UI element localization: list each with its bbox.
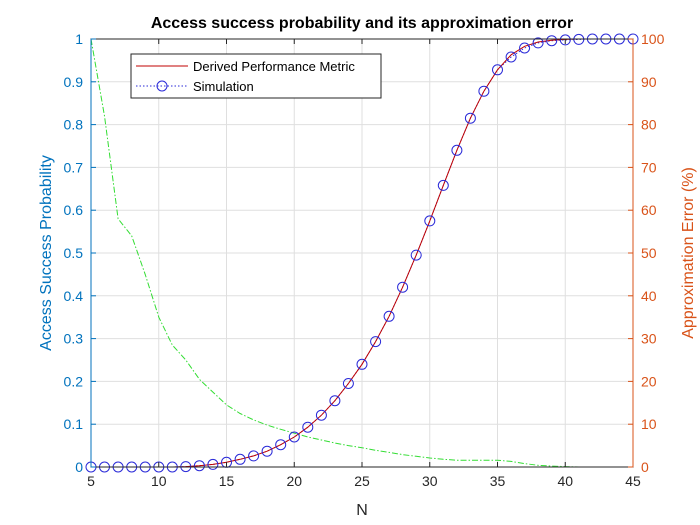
x-axis-label: N <box>356 502 368 519</box>
simulation-point <box>261 445 273 457</box>
simulation-point <box>559 34 571 46</box>
simulation-point <box>383 310 395 322</box>
axes: 5 10 15 20 25 30 35 40 4500.10.20.30.40.50.60.70… <box>64 31 665 489</box>
simulation-point <box>302 421 314 433</box>
y-right-tick-label: 20 <box>641 373 657 389</box>
simulation-point <box>315 409 327 421</box>
x-tick-label: 40 <box>557 473 573 489</box>
y-right-tick-label: 70 <box>641 159 657 175</box>
simulation-point <box>207 458 219 470</box>
x-tick-label: 10 <box>151 473 167 489</box>
simulation-point <box>288 431 300 443</box>
legend-simulation-label: Simulation <box>193 79 254 94</box>
y-left-tick-label: 0.3 <box>64 331 84 347</box>
simulation-point <box>248 450 260 462</box>
x-tick-label: 20 <box>286 473 302 489</box>
y-right-tick-label: 90 <box>641 74 657 90</box>
simulation-point <box>397 281 409 293</box>
simulation-point <box>437 179 449 191</box>
simulation-point <box>234 453 246 465</box>
simulation-point <box>275 439 287 451</box>
y-right-tick-label: 100 <box>641 31 665 47</box>
x-tick-label: 15 <box>219 473 235 489</box>
y-left-tick-label: 0.2 <box>64 373 84 389</box>
y-left-tick-label: 0.8 <box>64 117 84 133</box>
simulation-point <box>329 395 341 407</box>
simulation-point <box>193 460 205 472</box>
y-left-tick-label: 0.4 <box>64 288 84 304</box>
y-left-tick-label: 1 <box>75 31 83 47</box>
y-right-tick-label: 60 <box>641 202 657 218</box>
legend-box <box>130 53 382 99</box>
y-right-tick-label: 30 <box>641 331 657 347</box>
simulation-point <box>356 358 368 370</box>
y-left-tick-label: 0.6 <box>64 202 84 218</box>
y-left-tick-label: 0.5 <box>64 245 84 261</box>
x-tick-label: 30 <box>422 473 438 489</box>
y-right-tick-label: 50 <box>641 245 657 261</box>
y-left-tick-label: 0.1 <box>64 416 84 432</box>
x-tick-label: 35 <box>490 473 506 489</box>
y-axis-label-left: Access Success Probability <box>38 155 55 351</box>
legend-derived-label: Derived Performance Metric <box>193 59 355 74</box>
x-tick-label: 5 <box>87 473 95 489</box>
y-right-tick-label: 40 <box>641 288 657 304</box>
simulation-point <box>519 42 531 54</box>
simulation-point <box>424 215 436 227</box>
y-right-tick-label: 10 <box>641 416 657 432</box>
legend: Derived Performance Metric Simulation <box>130 53 382 99</box>
simulation-point <box>478 85 490 97</box>
simulation-point <box>451 144 463 156</box>
y-left-tick-label: 0.7 <box>64 159 84 175</box>
simulation-point <box>464 112 476 124</box>
y-right-tick-label: 80 <box>641 117 657 133</box>
simulation-point <box>546 35 558 47</box>
simulation-point <box>492 64 503 76</box>
chart-title: Access success probability and its appro… <box>151 15 573 32</box>
y-right-tick-label: 0 <box>641 459 649 475</box>
series-approximation-error-line <box>90 38 633 468</box>
simulation-point <box>342 378 354 389</box>
legend-simulation-marker <box>156 80 168 92</box>
simulation-point <box>370 336 382 348</box>
simulation-point <box>532 37 544 49</box>
simulation-point <box>410 249 422 261</box>
y-left-tick-label: 0 <box>75 459 83 475</box>
simulation-point <box>505 51 517 63</box>
x-tick-label: 45 <box>625 473 641 489</box>
x-tick-label: 25 <box>354 473 370 489</box>
y-left-tick-label: 0.9 <box>64 74 84 90</box>
y-axis-label-right: Approximation Error (%) <box>680 167 697 339</box>
